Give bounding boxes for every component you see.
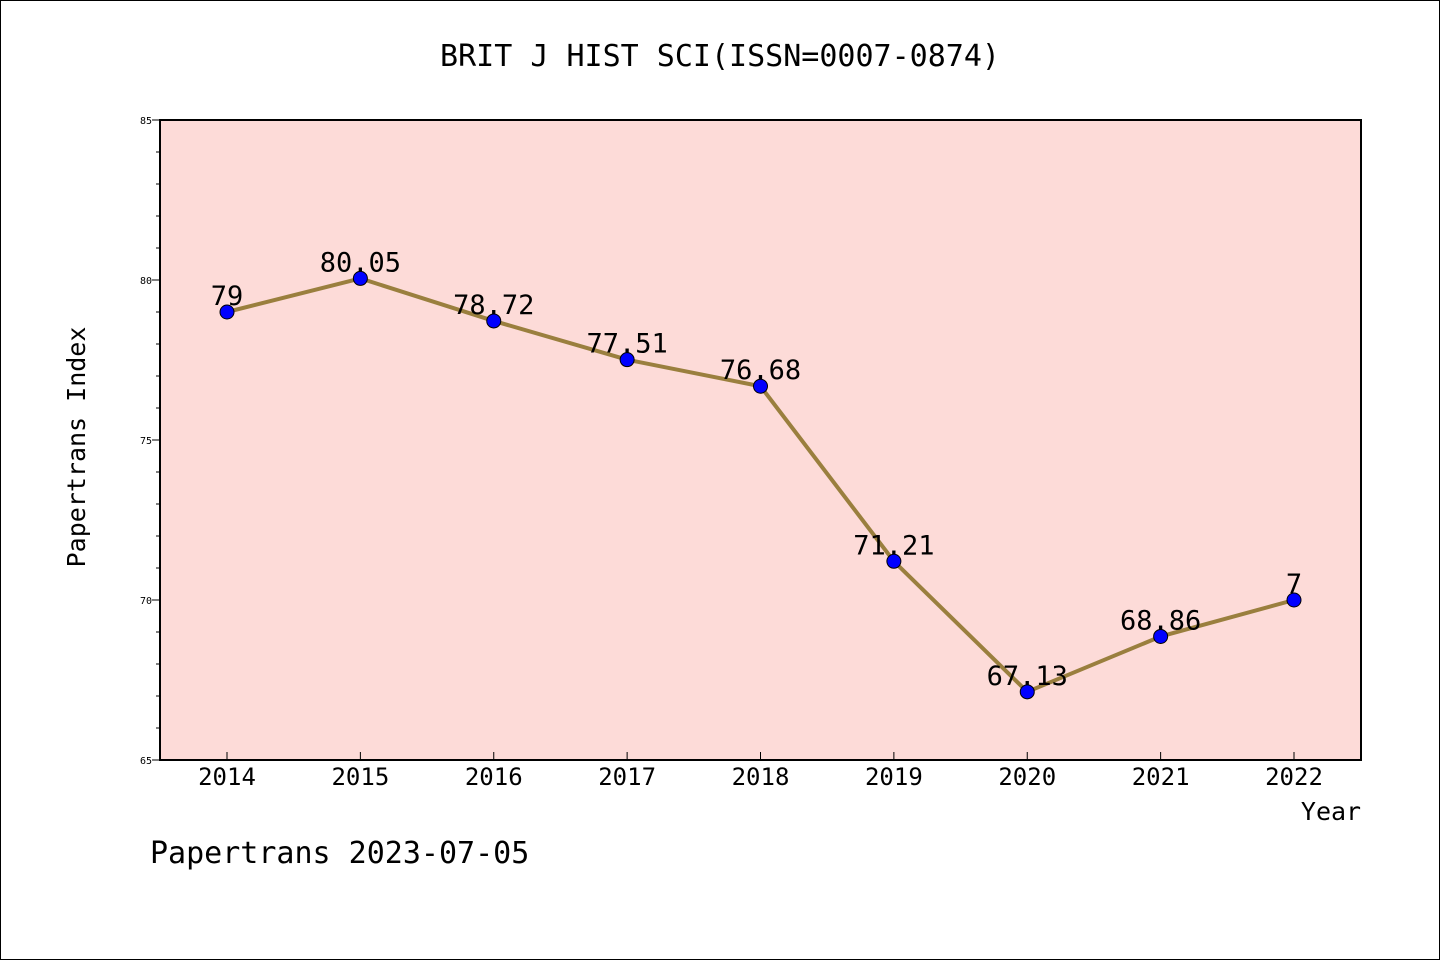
chart-title: BRIT J HIST SCI(ISSN=0007-0874) — [440, 39, 1000, 74]
data-point-2016 — [486, 313, 502, 329]
y-tick-label-65: 65 — [140, 756, 152, 767]
data-point-2021 — [1153, 628, 1169, 644]
data-label-2019: 71.21 — [853, 530, 934, 561]
data-point-2022 — [1286, 592, 1302, 608]
data-point-2017 — [619, 352, 635, 368]
data-labels: 79 80.05 78.72 77.51 76.68 71.21 67.13 68.86 7 — [211, 247, 1302, 691]
x-tick-label-2016: 2016 — [465, 763, 523, 791]
data-point-2020 — [1019, 684, 1035, 700]
x-tick-label-2017: 2017 — [598, 763, 656, 791]
data-point-2015 — [352, 270, 368, 286]
data-label-2021: 68.86 — [1120, 605, 1201, 636]
data-label-2017: 77.51 — [586, 329, 667, 360]
y-tick-label-75: 75 — [140, 436, 152, 447]
x-tick-label-2022: 2022 — [1265, 763, 1323, 791]
series-markers — [219, 270, 1302, 700]
footer-text: Papertrans 2023-07-05 — [150, 836, 529, 871]
x-axis-label: Year — [1301, 797, 1361, 826]
data-label-2022: 7 — [1286, 569, 1302, 600]
x-tick-label-2019: 2019 — [865, 763, 923, 791]
y-axis-label: Papertrans Index — [62, 327, 91, 568]
y-axis: 65 70 75 80 85 — [140, 116, 160, 767]
x-tick-label-2014: 2014 — [198, 763, 256, 791]
x-tick-label-2018: 2018 — [732, 763, 790, 791]
y-tick-label-85: 85 — [140, 116, 152, 127]
data-label-2018: 76.68 — [720, 355, 801, 386]
data-point-2018 — [753, 378, 768, 394]
x-axis: 2014 2015 2016 2017 2018 2019 2020 2021 2022 — [198, 752, 1323, 791]
plot-area — [159, 119, 1362, 761]
x-tick-label-2020: 2020 — [998, 763, 1056, 791]
x-tick-label-2021: 2021 — [1132, 763, 1190, 791]
x-tick-label-2015: 2015 — [331, 763, 389, 791]
data-label-2020: 67.13 — [987, 661, 1068, 692]
y-tick-label-70: 70 — [140, 596, 152, 607]
y-tick-label-80: 80 — [140, 276, 152, 287]
data-point-2019 — [886, 553, 902, 569]
data-label-2014: 79 — [211, 281, 244, 312]
data-label-2016: 78.72 — [453, 290, 534, 321]
data-point-2014 — [219, 304, 235, 320]
data-label-2015: 80.05 — [320, 247, 401, 278]
